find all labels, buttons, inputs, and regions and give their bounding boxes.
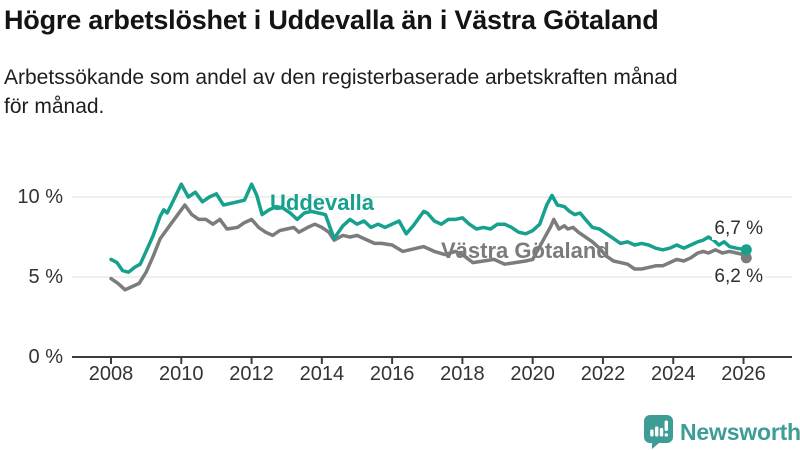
series-line-1 (109, 203, 749, 292)
end-value-label-vastra-gotaland: 6,2 % (712, 266, 765, 288)
x-tick-label: 2018 (440, 363, 485, 385)
newsworthy-logo-text: Newsworthy (680, 418, 800, 445)
subtitle-line-2: för månad. (4, 95, 105, 118)
x-tick-label: 2026 (721, 363, 766, 385)
x-tick-label: 2022 (580, 363, 626, 385)
series-end-dot-1 (740, 252, 752, 264)
x-tick-label: 2012 (229, 363, 274, 385)
newsworthy-logo-icon (644, 415, 673, 449)
y-tick-label: 10 % (17, 186, 63, 208)
series-line-0 (109, 182, 749, 274)
x-tick-label: 2014 (299, 363, 345, 385)
series-label-vastra-gotaland: Västra Götaland (441, 238, 610, 263)
chart-title: Högre arbetslöshet i Uddevalla än i Väst… (4, 5, 659, 35)
x-tick-label: 2016 (369, 363, 415, 385)
series-label-uddevalla: Uddevalla (270, 190, 374, 215)
x-tick-label: 2024 (650, 363, 696, 385)
series-end-dot-0 (740, 244, 752, 256)
x-tick-label: 2010 (159, 363, 204, 385)
y-tick-label: 0 % (28, 346, 63, 368)
x-tick-label: 2008 (88, 363, 134, 385)
chart-subtitle: Arbetssökande som andel av den registerb… (4, 63, 784, 121)
end-value-label-uddevalla: 6,7 % (712, 218, 765, 240)
y-tick-label: 5 % (28, 266, 63, 288)
newsworthy-logo: Newsworthy (644, 415, 800, 449)
x-tick-label: 2020 (510, 363, 555, 385)
subtitle-line-1: Arbetssökande som andel av den registerb… (4, 66, 678, 89)
